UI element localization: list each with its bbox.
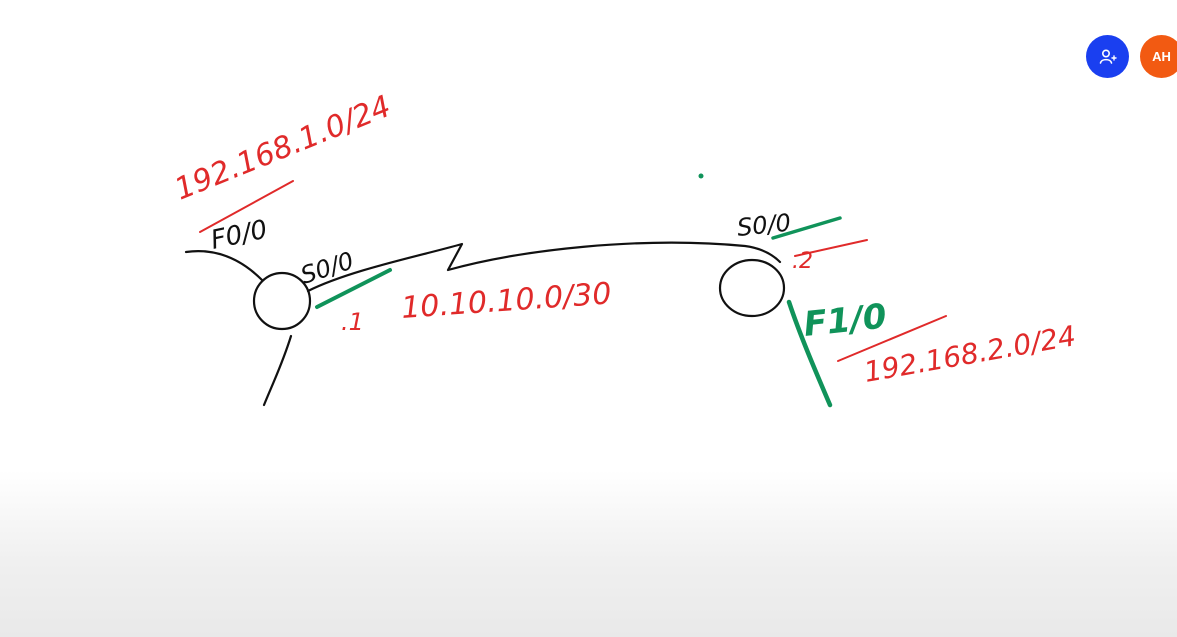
right-lan-line <box>786 299 833 408</box>
serial-link <box>306 241 782 293</box>
user-avatar[interactable]: AH <box>1140 35 1177 78</box>
wan-network-label: 10.10.10.0/30 <box>400 276 612 326</box>
right-lan-interface-label: F1/0 <box>802 296 889 344</box>
right-lan-label: 192.168.2.0/24 <box>861 319 1078 389</box>
right-serial-red-underline <box>794 239 868 257</box>
left-down-line <box>262 334 293 407</box>
left-lan-line <box>184 250 264 282</box>
right-lan-underline <box>837 315 947 362</box>
right-router <box>718 258 786 318</box>
user-avatar-initials: AH <box>1152 49 1171 64</box>
left-lan-label: 192.168.1.0/24 <box>170 89 396 207</box>
right-serial-underline <box>771 216 842 240</box>
left-serial-underline <box>315 268 392 309</box>
left-router <box>252 271 312 331</box>
left-lan-underline <box>199 180 294 233</box>
left-host-label: .1 <box>341 308 364 336</box>
left-lan-interface-label: F0/0 <box>208 215 270 256</box>
stray-dot <box>698 173 704 179</box>
right-host-label: .2 <box>792 249 813 274</box>
collaborators: AH <box>1086 35 1177 78</box>
add-collaborator-button[interactable] <box>1086 35 1129 78</box>
right-serial-interface-label: S0/0 <box>736 208 792 241</box>
add-person-icon <box>1099 48 1117 64</box>
